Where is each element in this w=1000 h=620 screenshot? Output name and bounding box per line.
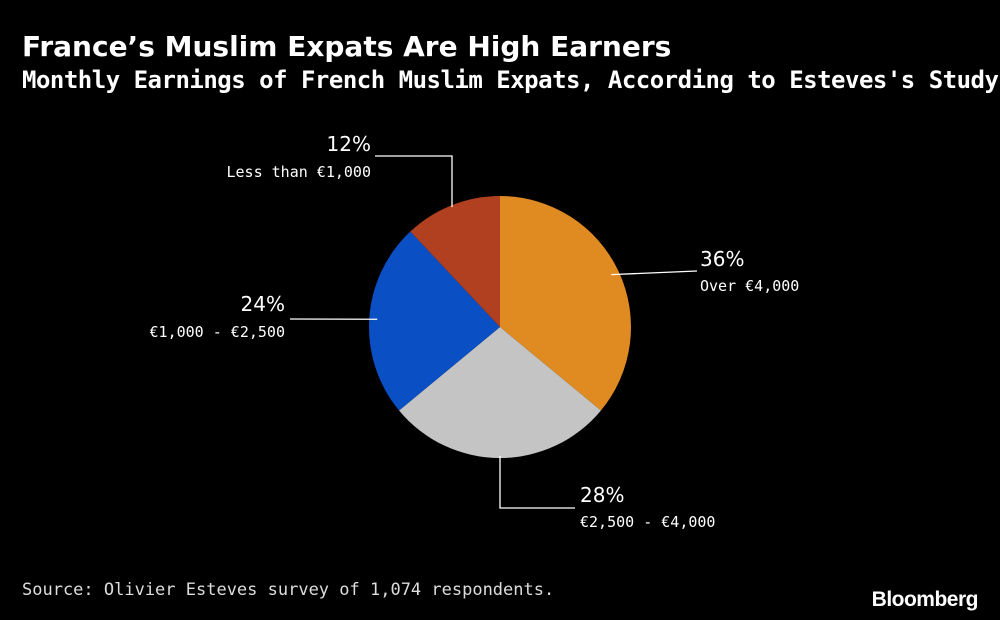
pie-slices (369, 196, 632, 459)
slice-value-label: 28% (580, 483, 624, 507)
pie-slice (410, 196, 500, 327)
slice-value-label: 12% (327, 132, 371, 156)
leader-line (375, 155, 453, 208)
slice-category-label: €2,500 - €4,000 (580, 513, 715, 531)
slice-category-label: Over €4,000 (700, 277, 799, 295)
chart-subtitle: Monthly Earnings of French Muslim Expats… (22, 66, 999, 94)
leader-line (611, 270, 698, 276)
source-note: Source: Olivier Esteves survey of 1,074 … (22, 580, 555, 600)
pie-callouts: 36% Over €4,000 28% €2,500 - €4,000 24% €1,00… (150, 132, 800, 531)
pie-slice (369, 231, 500, 411)
chart-title: France’s Muslim Expats Are High Earners (22, 30, 672, 63)
pie-slice (500, 196, 632, 411)
leader-line (499, 456, 575, 509)
slice-category-label: €1,000 - €2,500 (150, 323, 285, 341)
slice-value-label: 36% (700, 247, 744, 271)
slice-category-label: Less than €1,000 (227, 163, 372, 181)
bloomberg-logo: Bloomberg (871, 588, 979, 611)
slice-value-label: 24% (241, 292, 285, 316)
pie-slice (399, 327, 601, 459)
